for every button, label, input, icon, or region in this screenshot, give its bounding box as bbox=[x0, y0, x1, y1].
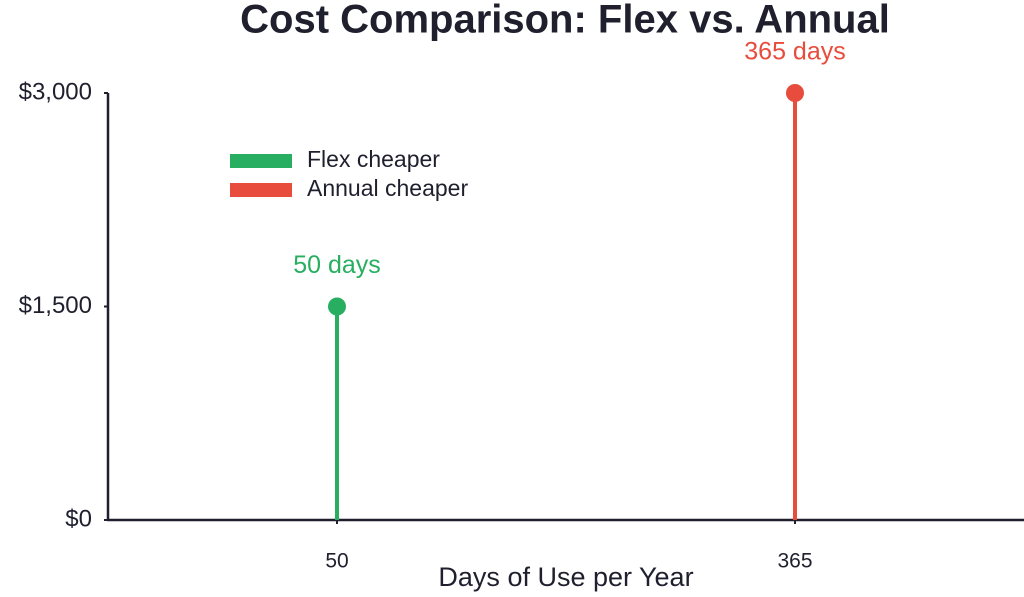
point-label: 365 days bbox=[744, 38, 845, 66]
point bbox=[328, 297, 346, 316]
legend-swatch bbox=[230, 183, 292, 197]
point-label: 50 days bbox=[293, 251, 381, 279]
legend-label: Flex cheaper bbox=[307, 146, 440, 172]
legend-label: Annual cheaper bbox=[307, 175, 468, 201]
x-tick-label: 365 bbox=[777, 550, 812, 573]
chart-title: Cost Comparison: Flex vs. Annual bbox=[240, 0, 890, 42]
y-tick-label: $1,500 bbox=[19, 292, 92, 319]
y-tick-label: $0 bbox=[65, 505, 92, 532]
point bbox=[786, 84, 804, 102]
legend-swatch bbox=[230, 154, 292, 168]
x-tick-label: 50 bbox=[325, 550, 348, 573]
x-axis-label: Days of Use per Year bbox=[438, 562, 693, 592]
y-tick-label: $3,000 bbox=[19, 78, 92, 105]
